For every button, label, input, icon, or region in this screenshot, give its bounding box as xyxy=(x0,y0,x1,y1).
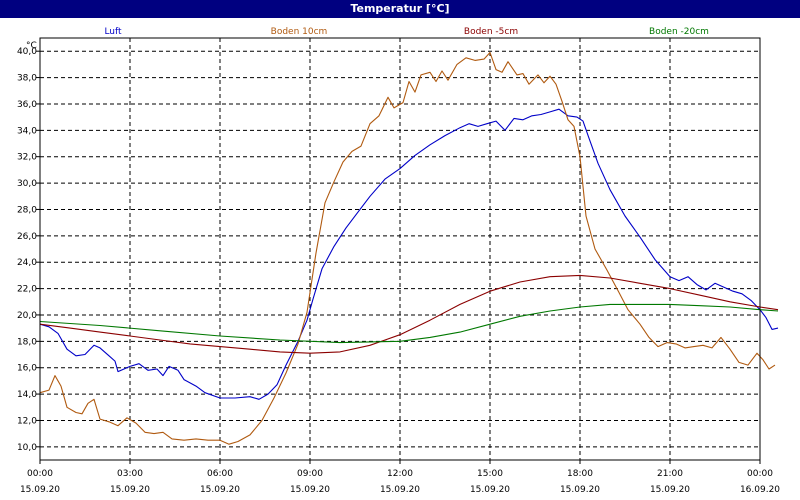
x-tick-time: 15:00 xyxy=(477,469,503,479)
x-tick-time: 03:00 xyxy=(117,469,143,479)
y-tick-label: 30,0 xyxy=(17,179,37,189)
y-tick-label: 18,0 xyxy=(17,337,37,347)
x-tick-time: 06:00 xyxy=(207,469,233,479)
y-tick-label: 38,0 xyxy=(17,74,37,84)
x-tick-time: 00:00 xyxy=(27,469,53,479)
x-tick-time: 21:00 xyxy=(657,469,683,479)
x-tick-date: 15.09.20 xyxy=(20,485,60,495)
y-tick-label: 36,0 xyxy=(17,100,37,110)
y-tick-label: 12,0 xyxy=(17,416,37,426)
legend: Luft Boden 10cm Boden -5cm Boden -20cm xyxy=(104,27,709,37)
x-tick-time: 09:00 xyxy=(297,469,323,479)
x-tick-time: 00:00 xyxy=(747,469,773,479)
chart-title: Temperatur [°C] xyxy=(0,0,800,18)
x-tick-date: 15.09.20 xyxy=(290,485,330,495)
grid xyxy=(40,38,760,460)
plot-frame xyxy=(39,37,761,461)
x-axis-ticks: 00:00 15.09.20 03:00 15.09.20 06:00 15.09.20 0… xyxy=(20,460,780,495)
y-axis-label: °C xyxy=(26,41,37,51)
y-tick-label: 22,0 xyxy=(17,285,37,295)
y-axis-ticks: 10,0 12,0 14,0 16,0 18,0 20,0 22,0 24,0 26,0 28,0… xyxy=(17,47,40,453)
y-tick-label: 34,0 xyxy=(17,126,37,136)
y-tick-label: 20,0 xyxy=(17,311,37,321)
x-tick-date: 15.09.20 xyxy=(380,485,420,495)
y-tick-label: 26,0 xyxy=(17,232,37,242)
y-tick-label: 24,0 xyxy=(17,258,37,268)
y-tick-label: 16,0 xyxy=(17,364,37,374)
x-tick-date: 15.09.20 xyxy=(560,485,600,495)
x-tick-date: 15.09.20 xyxy=(200,485,240,495)
y-tick-label: 40,0 xyxy=(17,47,37,57)
x-tick-time: 12:00 xyxy=(387,469,413,479)
y-tick-label: 10,0 xyxy=(17,443,37,453)
series-line-boden-20cm xyxy=(39,303,779,344)
x-tick-date: 16.09.20 xyxy=(740,485,780,495)
y-tick-label: 32,0 xyxy=(17,153,37,163)
legend-entry: Luft xyxy=(104,27,122,37)
x-tick-date: 15.09.20 xyxy=(110,485,150,495)
x-tick-date: 15.09.20 xyxy=(650,485,690,495)
temperature-chart: Luft Boden 10cm Boden -5cm Boden -20cm °C 1… xyxy=(17,27,780,495)
legend-entry: Boden -5cm xyxy=(464,27,518,37)
plot-area xyxy=(39,51,779,445)
legend-entry: Boden -20cm xyxy=(649,27,709,37)
y-tick-label: 28,0 xyxy=(17,205,37,215)
series-line-luft xyxy=(39,108,779,400)
series-line-boden-10cm xyxy=(39,51,776,445)
series-line-boden-5cm xyxy=(39,274,779,354)
x-tick-time: 18:00 xyxy=(567,469,593,479)
x-tick-date: 15.09.20 xyxy=(470,485,510,495)
legend-entry: Boden 10cm xyxy=(271,27,328,37)
y-tick-label: 14,0 xyxy=(17,390,37,400)
